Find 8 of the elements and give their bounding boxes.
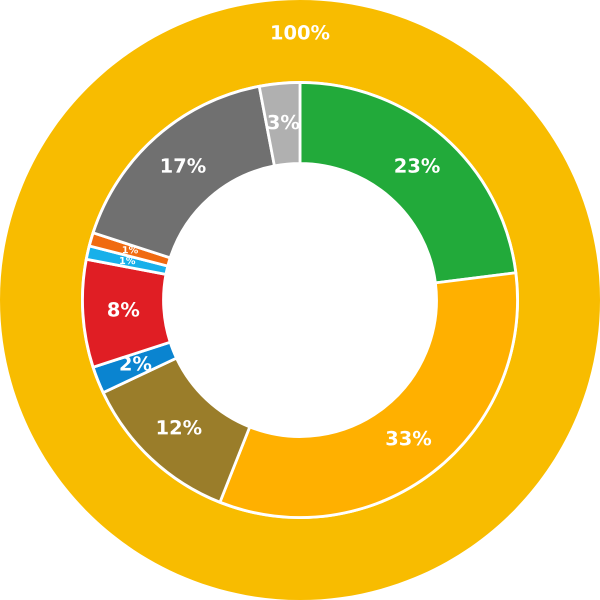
data-label: 33% [386,430,432,446]
data-label: 8% [108,302,140,317]
data-label: 100% [272,24,330,40]
data-label: 1% [122,246,138,254]
data-label: 17% [162,158,206,173]
data-label: 12% [158,420,202,435]
data-label: 23% [395,158,440,173]
data-label: 1% [120,256,136,264]
